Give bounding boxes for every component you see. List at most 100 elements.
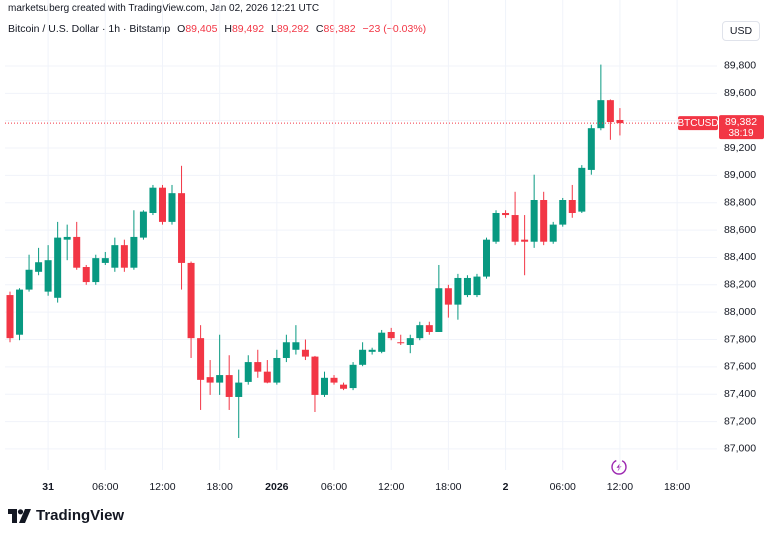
candle-body [101, 258, 109, 263]
candle-body [273, 357, 281, 383]
candle-body [263, 371, 271, 383]
y-tick-label: 88,000 [724, 306, 756, 318]
candle-body [282, 342, 290, 358]
candle-body [35, 262, 43, 272]
candle-body [187, 262, 195, 339]
brand-name: TradingView [36, 507, 125, 524]
candle-body [73, 236, 81, 268]
candle-body [349, 364, 357, 389]
currency-button[interactable]: USD [722, 21, 760, 41]
candle-body [235, 382, 243, 397]
candle-body [502, 212, 510, 216]
x-tick-label: 06:00 [92, 481, 118, 493]
candle-body [225, 375, 233, 397]
y-tick-label: 89,200 [724, 142, 756, 154]
y-tick-label: 87,200 [724, 415, 756, 427]
ohlc-label: C [315, 23, 324, 35]
y-tick-label: 89,800 [724, 60, 756, 72]
candle-body [82, 267, 90, 283]
y-tick-label: 88,400 [724, 251, 756, 263]
symbol-tag: BTCUSD [677, 118, 718, 129]
candle-body [216, 375, 224, 383]
change: −23 (−0.03%) [362, 23, 427, 35]
x-tick-label: 06:00 [321, 481, 347, 493]
candle-body [120, 245, 128, 268]
candle-body [378, 332, 386, 352]
symbol-tag-bg [678, 116, 718, 131]
candle-body [444, 288, 452, 305]
x-tick-label: 12:00 [607, 481, 633, 493]
candle-body [511, 215, 519, 242]
candle-body [397, 342, 405, 344]
countdown: 38:19 [728, 128, 753, 139]
candle-body [178, 193, 186, 263]
candle-body [578, 167, 586, 212]
candle-body [320, 377, 328, 395]
candle-body [606, 100, 614, 123]
candle-body [549, 224, 557, 242]
price-tag: 89,382 [725, 116, 757, 128]
candle-body [425, 325, 433, 332]
ohlc-value: 89,492 [231, 23, 265, 35]
candle-body [540, 200, 548, 242]
candle-body [6, 295, 14, 339]
candle-body [149, 187, 157, 213]
candle-body [330, 377, 338, 383]
candle-body [340, 384, 348, 389]
grid [5, 0, 717, 470]
candle-body [473, 276, 481, 296]
ohlc-value: 89,382 [323, 23, 356, 35]
chart: 87,000 87,200 87,400 87,600 87,800 88,000 88,2… [5, 0, 764, 493]
candle-body [311, 356, 319, 395]
y-tick-label: 87,800 [724, 333, 756, 345]
ohlc-label: L [271, 23, 277, 35]
candle-body [292, 342, 300, 350]
candle-body [254, 362, 262, 372]
candle-body [587, 128, 595, 170]
candle-body [568, 200, 576, 213]
candle-body [168, 193, 176, 222]
candle-body [92, 258, 100, 283]
candle-body [559, 200, 567, 225]
candle-body [454, 277, 462, 305]
candle-body [54, 237, 62, 298]
y-tick-label: 88,200 [724, 279, 756, 291]
x-tick-label: 06:00 [550, 481, 576, 493]
x-tick-label: 18:00 [435, 481, 461, 493]
candle-body [206, 377, 214, 383]
brand-logo: TradingView [8, 507, 124, 524]
candle-body [139, 211, 147, 238]
y-tick-label: 87,600 [724, 361, 756, 373]
candle-body [111, 245, 119, 268]
y-tick-label: 88,800 [724, 197, 756, 209]
x-tick-label: 2026 [265, 481, 289, 493]
candle-body [359, 349, 367, 365]
candle-body [463, 277, 471, 296]
y-tick-label: 89,000 [724, 169, 756, 181]
candle-body [158, 187, 166, 222]
candle-body [387, 331, 395, 339]
x-tick-label: 18:00 [664, 481, 690, 493]
x-tick-label: 12:00 [378, 481, 404, 493]
candle-body [63, 236, 71, 240]
candle-body [197, 338, 205, 380]
logo-mark [8, 508, 31, 523]
candle-body [244, 362, 252, 382]
ohlc-value: 89,405 [185, 23, 218, 35]
candle-body [492, 212, 500, 242]
candle-body [483, 239, 490, 277]
ohlc-value: 89,292 [276, 23, 309, 35]
y-tick-label: 87,400 [724, 388, 756, 400]
candle-body [25, 269, 33, 290]
candle-body [406, 338, 414, 345]
x-tick-label: 31 [42, 481, 54, 493]
candle-body [597, 100, 605, 129]
candle-body [368, 349, 376, 352]
x-tick-label: 2 [503, 481, 509, 493]
candle-body [44, 260, 52, 292]
lightning-icon [611, 459, 627, 475]
candle-body [16, 289, 24, 335]
candle-body [521, 239, 529, 242]
price-tag-bg [719, 115, 764, 140]
